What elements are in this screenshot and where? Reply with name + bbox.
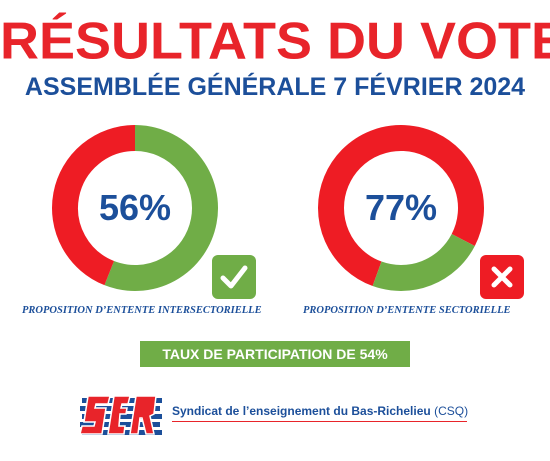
page-title: RÉSULTATS DU VOTE <box>0 12 550 70</box>
organization-name-text: Syndicat de l’enseignement du Bas-Richel… <box>172 404 431 418</box>
logo-letter-s <box>80 395 111 435</box>
cross-icon <box>491 266 513 288</box>
donut-slice-pour <box>372 233 475 291</box>
participation-banner: TAUX DE PARTICIPATION DE 54% <box>140 341 410 367</box>
donut-center-label-sectoral: 77% <box>364 187 438 228</box>
result-badge-approved <box>212 255 256 299</box>
page-subtitle: ASSEMBLÉE GÉNÉRALE 7 FÉVRIER 2024 <box>24 73 526 101</box>
logo-letter-e <box>107 395 131 435</box>
organization-underline <box>172 421 467 422</box>
organization-suffix: (CSQ) <box>434 404 469 418</box>
caption-intersectoral: PROPOSITION D’ENTENTE INTERSECTORIELLE <box>22 305 262 316</box>
organization-name: Syndicat de l’enseignement du Bas-Richel… <box>172 404 468 418</box>
donut-center-label-intersectoral: 56% <box>98 187 172 228</box>
logo-letter-r <box>129 395 157 435</box>
union-logo <box>80 395 162 435</box>
result-badge-rejected <box>480 255 524 299</box>
caption-sectoral: PROPOSITION D’ENTENTE SECTORIELLE <box>303 305 511 316</box>
check-icon <box>220 265 248 289</box>
